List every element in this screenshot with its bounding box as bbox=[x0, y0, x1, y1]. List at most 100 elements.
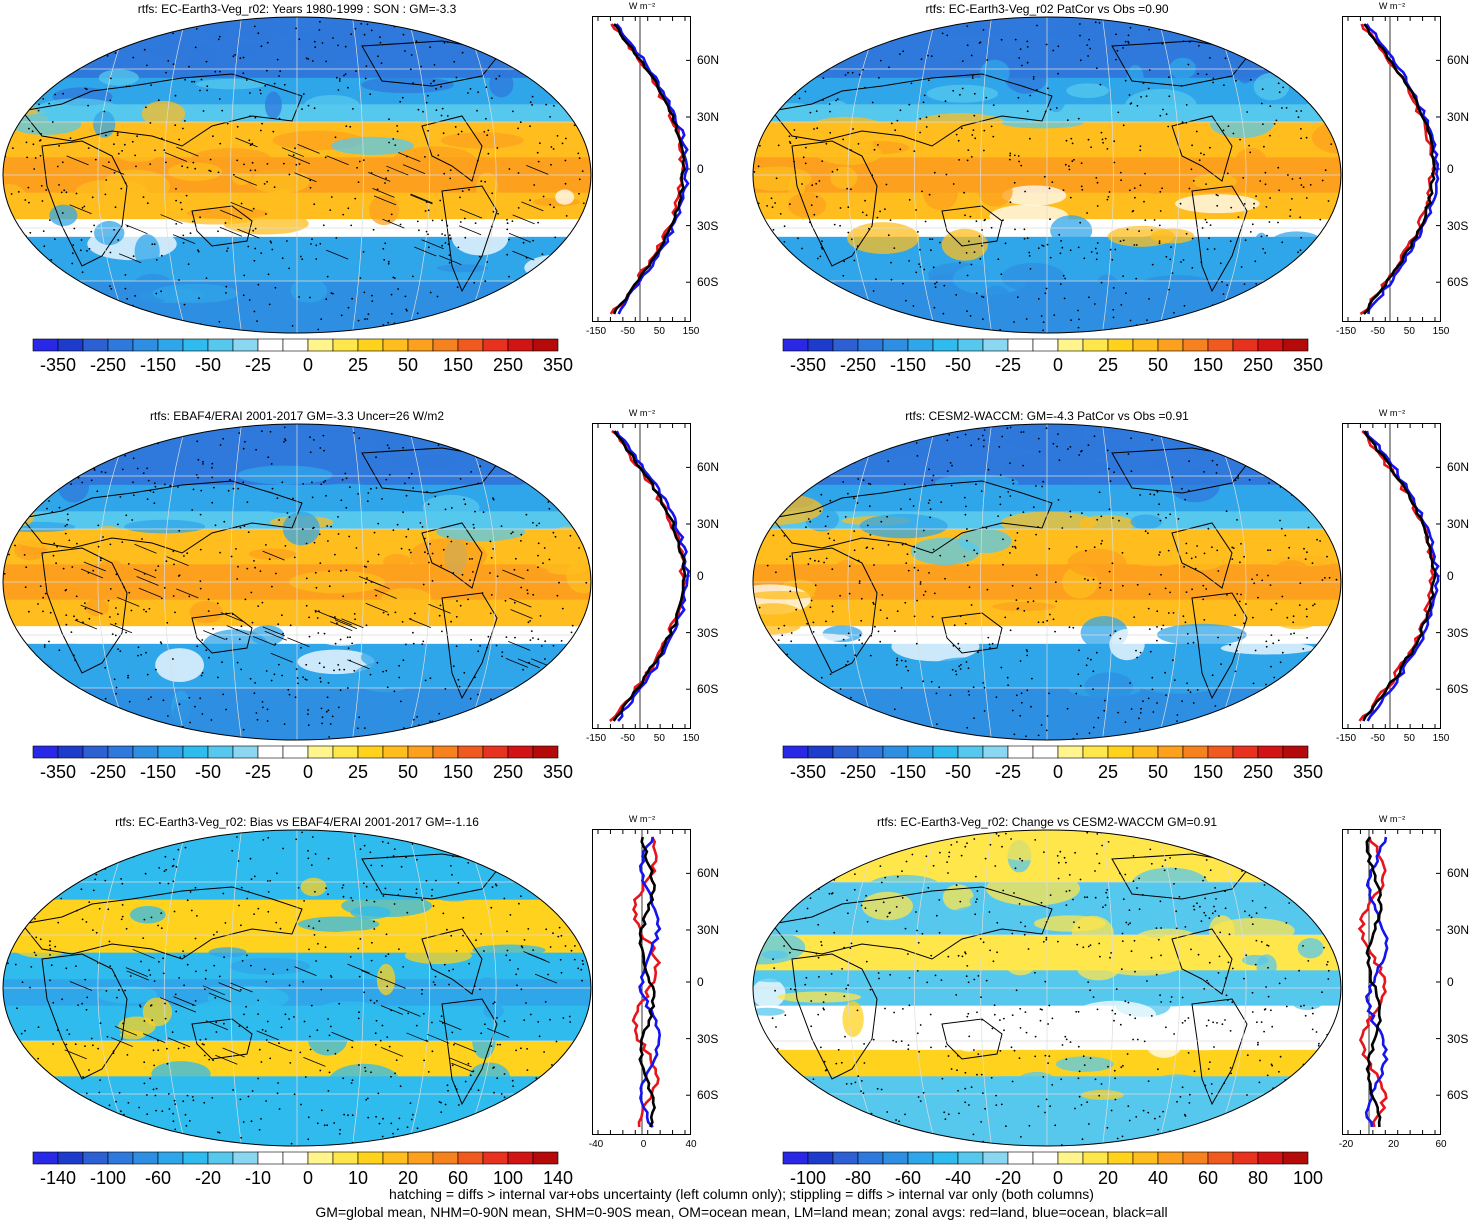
colorbar-label: -60 bbox=[894, 1168, 922, 1188]
colorbar-label: -350 bbox=[789, 355, 827, 375]
colorbar-label: -150 bbox=[139, 762, 177, 782]
colorbar bbox=[782, 745, 1309, 759]
zonal-x-label: 50 bbox=[1403, 733, 1415, 744]
colorbar-label: -250 bbox=[839, 355, 877, 375]
colorbar-label: 0 bbox=[302, 762, 314, 782]
robinson-map bbox=[2, 16, 592, 334]
colorbar-label: -25 bbox=[244, 355, 272, 375]
colorbar-label: 250 bbox=[492, 355, 524, 375]
colorbar-label: 350 bbox=[542, 762, 574, 782]
colorbar-label: -350 bbox=[39, 762, 77, 782]
zonal-x-label: -150 bbox=[585, 326, 607, 337]
colorbar-label: 250 bbox=[1242, 355, 1274, 375]
lat-label: 0 bbox=[1447, 162, 1454, 176]
colorbar-label: 150 bbox=[1192, 355, 1224, 375]
zonal-x-label: 20 bbox=[1387, 1139, 1400, 1150]
colorbar-label: 0 bbox=[302, 355, 314, 375]
colorbar-label: 350 bbox=[542, 355, 574, 375]
panel-title: rtfs: EC-Earth3-Veg_r02: Bias vs EBAF4/E… bbox=[115, 815, 479, 829]
colorbar-label: -25 bbox=[244, 762, 272, 782]
colorbar-label: -140 bbox=[39, 1168, 77, 1188]
colorbar-label: 25 bbox=[1097, 762, 1119, 782]
colorbar-label: -25 bbox=[994, 355, 1022, 375]
panel-6: rtfs: EC-Earth3-Veg_r02: Change vs CESM2… bbox=[750, 813, 1483, 1193]
zonal-average-plot bbox=[592, 423, 691, 729]
colorbar-label: -50 bbox=[944, 355, 972, 375]
colorbar-label: -100 bbox=[89, 1168, 127, 1188]
zonal-unit-label: W m⁻² bbox=[1378, 814, 1406, 824]
colorbar-label: -50 bbox=[194, 762, 222, 782]
panel-2: rtfs: EC-Earth3-Veg_r02 PatCor vs Obs =0… bbox=[750, 0, 1483, 380]
zonal-x-label: -150 bbox=[1335, 326, 1357, 337]
colorbar-label: 50 bbox=[1147, 762, 1169, 782]
colorbar-label: 25 bbox=[347, 355, 369, 375]
colorbar-label: -50 bbox=[194, 355, 222, 375]
zonal-x-label: -50 bbox=[620, 733, 635, 744]
lat-label: 60N bbox=[697, 866, 720, 881]
colorbar-label: 0 bbox=[1052, 762, 1064, 782]
colorbar-label: -150 bbox=[889, 355, 927, 375]
zonal-x-label: 40 bbox=[685, 1139, 697, 1150]
colorbar-label: -25 bbox=[994, 762, 1022, 782]
lat-label: 30N bbox=[697, 109, 720, 124]
colorbar-label: 140 bbox=[542, 1168, 574, 1188]
zonal-x-label: 150 bbox=[682, 733, 700, 744]
colorbar-label: -250 bbox=[839, 762, 877, 782]
panel-title: rtfs: EBAF4/ERAI 2001-2017 GM=-3.3 Uncer… bbox=[149, 409, 445, 423]
colorbar-label: 20 bbox=[397, 1168, 419, 1188]
zonal-unit-label: W m⁻² bbox=[628, 408, 656, 418]
lat-label: 30N bbox=[697, 922, 720, 937]
colorbar-label: -50 bbox=[944, 762, 972, 782]
zonal-average-plot bbox=[1342, 16, 1441, 322]
lat-label: 60N bbox=[1447, 866, 1470, 881]
zonal-x-label: 150 bbox=[1432, 733, 1450, 744]
colorbar-label: 0 bbox=[1052, 1168, 1064, 1188]
lat-label: 60S bbox=[1447, 275, 1469, 290]
colorbar-label: 10 bbox=[347, 1168, 369, 1188]
lat-label: 60S bbox=[697, 682, 719, 697]
colorbar-label: -250 bbox=[89, 355, 127, 375]
colorbar-label: -60 bbox=[144, 1168, 172, 1188]
robinson-map bbox=[752, 829, 1342, 1147]
zonal-x-label: 50 bbox=[1403, 326, 1415, 337]
lat-label: 0 bbox=[697, 162, 704, 176]
colorbar-label: -350 bbox=[39, 355, 77, 375]
colorbar-label: 20 bbox=[1097, 1168, 1119, 1188]
zonal-x-label: -150 bbox=[585, 733, 607, 744]
zonal-unit-label: W m⁻² bbox=[628, 1, 656, 11]
colorbar bbox=[32, 1151, 559, 1165]
colorbar-label: 50 bbox=[1147, 355, 1169, 375]
colorbar-label: 100 bbox=[1292, 1168, 1324, 1188]
footer-line-2: GM=global mean, NHM=0-90N mean, SHM=0-90… bbox=[315, 1204, 1168, 1220]
panel-title: rtfs: EC-Earth3-Veg_r02: Change vs CESM2… bbox=[876, 815, 1218, 829]
zonal-unit-label: W m⁻² bbox=[628, 814, 656, 824]
zonal-x-label: 50 bbox=[653, 326, 665, 337]
zonal-x-label: -150 bbox=[1335, 733, 1357, 744]
zonal-average-plot bbox=[592, 16, 691, 322]
panel-title: rtfs: EC-Earth3-Veg_r02: Years 1980-1999… bbox=[137, 2, 457, 16]
colorbar-label: -10 bbox=[244, 1168, 272, 1188]
colorbar-label: 40 bbox=[1147, 1168, 1169, 1188]
lat-label: 60N bbox=[697, 460, 720, 475]
lat-label: 30S bbox=[697, 218, 719, 233]
colorbar-label: 150 bbox=[1192, 762, 1224, 782]
colorbar-label: -150 bbox=[139, 355, 177, 375]
colorbar-label: 60 bbox=[1197, 1168, 1219, 1188]
colorbar bbox=[782, 338, 1309, 352]
lat-label: 30S bbox=[697, 1031, 719, 1046]
lat-label: 60S bbox=[1447, 682, 1469, 697]
zonal-x-label: 50 bbox=[653, 733, 665, 744]
colorbar bbox=[32, 338, 559, 352]
panel-1: rtfs: EC-Earth3-Veg_r02: Years 1980-1999… bbox=[0, 0, 735, 380]
zonal-average-plot bbox=[1342, 829, 1441, 1135]
colorbar-label: -350 bbox=[789, 762, 827, 782]
robinson-map bbox=[752, 423, 1342, 741]
lat-label: 30S bbox=[697, 625, 719, 640]
colorbar-label: -20 bbox=[994, 1168, 1022, 1188]
zonal-unit-label: W m⁻² bbox=[1378, 1, 1406, 11]
lat-label: 30N bbox=[1447, 109, 1470, 124]
colorbar bbox=[32, 745, 559, 759]
colorbar-label: -80 bbox=[844, 1168, 872, 1188]
colorbar bbox=[782, 1151, 1309, 1165]
zonal-x-label: -50 bbox=[1370, 326, 1385, 337]
